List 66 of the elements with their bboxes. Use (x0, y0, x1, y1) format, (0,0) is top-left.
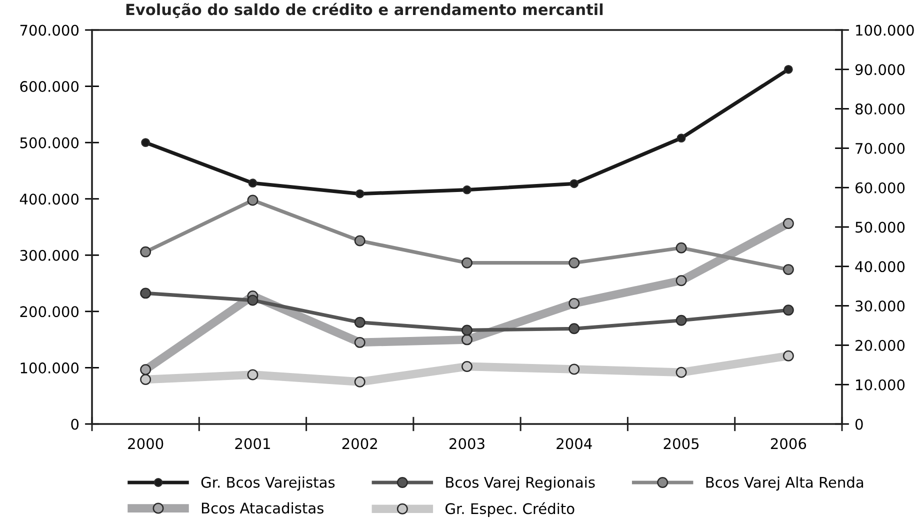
point (568, 323, 580, 334)
point (782, 218, 794, 229)
point (570, 179, 579, 188)
y-tick-label: 0 (71, 418, 79, 430)
y2-tick-label: 30.000 (856, 300, 905, 312)
point (676, 314, 687, 326)
y2-tick-label: 70.000 (856, 142, 905, 154)
point (568, 298, 580, 309)
point (462, 185, 472, 194)
point (354, 376, 366, 388)
y2-tick-label: 20.000 (856, 340, 905, 351)
point (462, 360, 472, 372)
y2-tick-label: 0 (855, 418, 863, 430)
point (676, 134, 686, 143)
point (784, 64, 793, 74)
point (676, 275, 687, 286)
chart-title: Evolução do saldo de crédito e arrendamento mercantil (126, 2, 603, 18)
y-tick-label: 400.000 (20, 194, 79, 205)
y2-tick-label: 10.000 (856, 379, 905, 390)
point (462, 334, 472, 346)
legend-label: Gr. Bcos Varejistas (201, 476, 335, 491)
y-tick-label: 300.000 (20, 250, 79, 261)
x-tick-label: 2004 (556, 438, 592, 450)
point (568, 364, 580, 375)
legend-label: Gr. Espec. Crédito (446, 502, 574, 518)
x-tick-label: 2000 (128, 438, 164, 450)
point (354, 316, 366, 328)
point (782, 304, 794, 316)
x-tick-label: 2006 (770, 438, 806, 450)
legend-label: Bcos Varej Regionais (446, 476, 595, 491)
point (462, 324, 472, 336)
point (140, 374, 152, 385)
y-tick-label: 500.000 (20, 137, 79, 148)
point (462, 257, 472, 268)
point (140, 364, 152, 376)
x-tick-label: 2003 (450, 438, 484, 450)
point (782, 350, 794, 362)
y2-tick-label: 50.000 (856, 222, 905, 233)
point (140, 288, 152, 299)
point (676, 366, 687, 378)
y2-tick-label: 80.000 (855, 104, 905, 115)
x-tick-label: 2002 (342, 438, 377, 450)
point (354, 336, 366, 348)
point (354, 235, 366, 246)
point (247, 194, 258, 206)
legend-label: Bcos Atacadistas (202, 502, 324, 514)
y-tick-label: 600.000 (20, 81, 79, 92)
point (676, 242, 687, 254)
point (782, 264, 794, 276)
point (248, 178, 258, 188)
y2-tick-label: 60.000 (856, 182, 905, 194)
point (140, 246, 152, 258)
point (568, 257, 580, 268)
y2-tick-label: 40.000 (855, 261, 905, 272)
y2-tick-label: 100.000 (856, 24, 914, 36)
y-tick-label: 200.000 (20, 306, 79, 318)
x-tick-label: 2005 (664, 438, 699, 450)
point (355, 189, 364, 198)
y-tick-label: 700.000 (20, 24, 79, 36)
legend-label: Bcos Varej Alta Renda (706, 476, 864, 491)
point (247, 294, 258, 306)
point (141, 138, 150, 148)
y2-tick-label: 90.000 (855, 64, 905, 76)
x-tick-label: 2001 (235, 438, 270, 450)
point (247, 369, 258, 380)
y-tick-label: 100.000 (20, 362, 79, 374)
